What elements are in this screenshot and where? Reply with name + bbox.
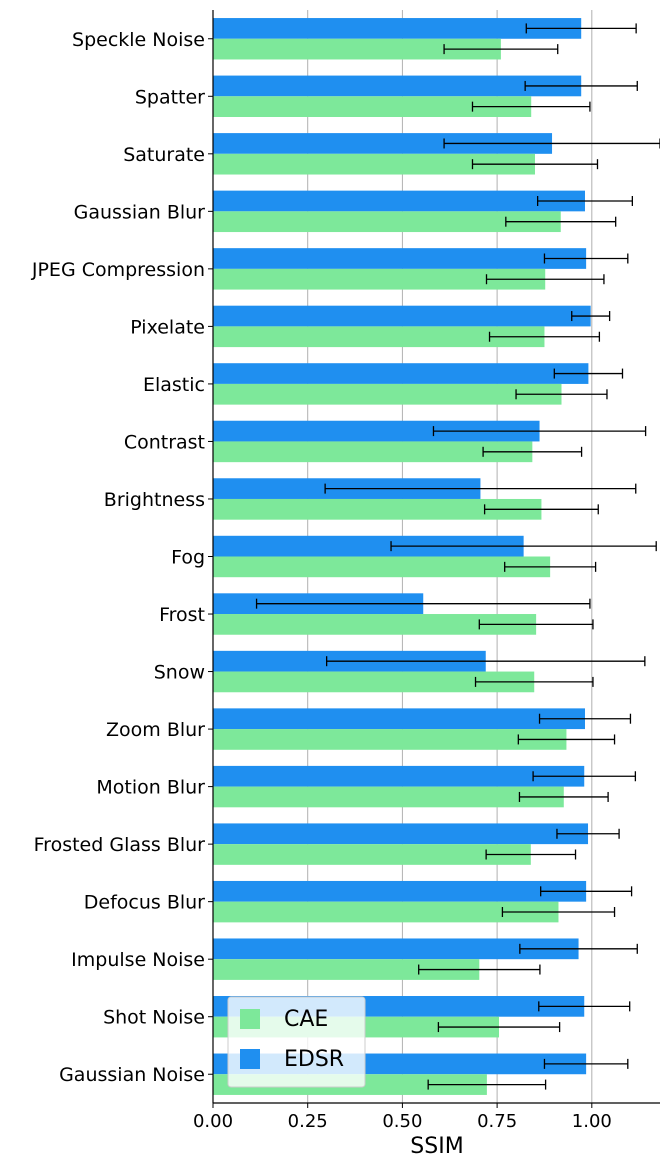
bar-cae-contrast [213, 441, 533, 463]
bar-edsr-speckle-noise [213, 18, 582, 39]
x-tick-label-1: 0.25 [288, 1111, 328, 1132]
x-axis-title: SSIM [410, 1134, 463, 1158]
bar-cae-speckle-noise [213, 38, 501, 60]
bar-edsr-gaussian-blur [213, 190, 585, 212]
bar-cae-gaussian-blur [213, 211, 561, 233]
category-label-shot-noise: Shot Noise [103, 1007, 205, 1029]
category-label-gaussian-blur: Gaussian Blur [74, 201, 206, 223]
category-label-frost: Frost [159, 604, 205, 626]
bar-cae-frost [213, 614, 537, 635]
bar-cae-pixelate [213, 326, 545, 348]
bars [213, 18, 591, 1095]
bar-cae-defocus-blur [213, 901, 559, 923]
x-tick-label-2: 0.50 [382, 1111, 422, 1132]
category-label-gaussian-noise: Gaussian Noise [59, 1064, 205, 1086]
bar-cae-jpeg-compression [213, 268, 546, 290]
bar-edsr-defocus-blur [213, 880, 587, 902]
category-label-contrast: Contrast [124, 431, 205, 453]
bar-cae-brightness [213, 498, 542, 520]
bar-cae-spatter [213, 96, 532, 117]
legend-frame [227, 996, 366, 1088]
category-label-zoom-blur: Zoom Blur [106, 719, 205, 741]
bar-edsr-frosted-glass-blur [213, 823, 589, 845]
category-labels: Speckle Noise Spatter Saturate Gaussian Blu… [31, 29, 205, 1086]
x-ticks: 0.00 0.25 0.50 0.75 1.00 [193, 38, 612, 1132]
x-tick-label-0: 0.00 [193, 1111, 233, 1132]
bar-edsr-contrast [213, 420, 540, 442]
category-label-saturate: Saturate [123, 144, 205, 166]
bar-edsr-motion-blur [213, 765, 585, 787]
category-label-fog: Fog [171, 547, 205, 569]
category-label-defocus-blur: Defocus Blur [84, 892, 205, 914]
legend-label-cae: CAE [284, 1007, 328, 1032]
bar-cae-motion-blur [213, 786, 564, 808]
category-label-pixelate: Pixelate [130, 316, 205, 338]
legend: CAE EDSR [227, 996, 366, 1088]
category-label-elastic: Elastic [143, 374, 205, 396]
category-label-snow: Snow [154, 662, 205, 684]
legend-swatch-cae [240, 1009, 260, 1029]
category-label-speckle-noise: Speckle Noise [72, 29, 205, 51]
bar-cae-frosted-glass-blur [213, 844, 531, 865]
bar-cae-fog [213, 556, 551, 578]
bar-edsr-impulse-noise [213, 938, 579, 960]
bar-edsr-spatter [213, 75, 582, 97]
legend-swatch-edsr [240, 1049, 260, 1069]
bar-cae-impulse-noise [213, 959, 480, 980]
bar-edsr-pixelate [213, 305, 591, 327]
bar-edsr-saturate [213, 133, 553, 154]
x-tick-label-4: 1.00 [572, 1111, 612, 1132]
category-label-spatter: Spatter [135, 86, 205, 108]
error-bars [255, 23, 660, 1090]
category-label-brightness: Brightness [104, 489, 205, 511]
bar-cae-snow [213, 671, 535, 693]
category-label-frosted-glass-blur: Frosted Glass Blur [34, 834, 206, 856]
category-label-impulse-noise: Impulse Noise [71, 949, 205, 971]
category-label-motion-blur: Motion Blur [96, 777, 205, 799]
x-tick-label-3: 0.75 [477, 1111, 517, 1132]
bar-cae-zoom-blur [213, 729, 567, 750]
category-label-jpeg-compression: JPEG Compression [31, 259, 205, 281]
bar-cae-elastic [213, 383, 562, 405]
bar-edsr-elastic [213, 363, 589, 384]
legend-label-edsr: EDSR [284, 1047, 344, 1072]
bar-edsr-zoom-blur [213, 708, 585, 730]
bar-cae-saturate [213, 153, 535, 175]
bar-edsr-jpeg-compression [213, 248, 587, 269]
bar-edsr-fog [213, 535, 524, 557]
